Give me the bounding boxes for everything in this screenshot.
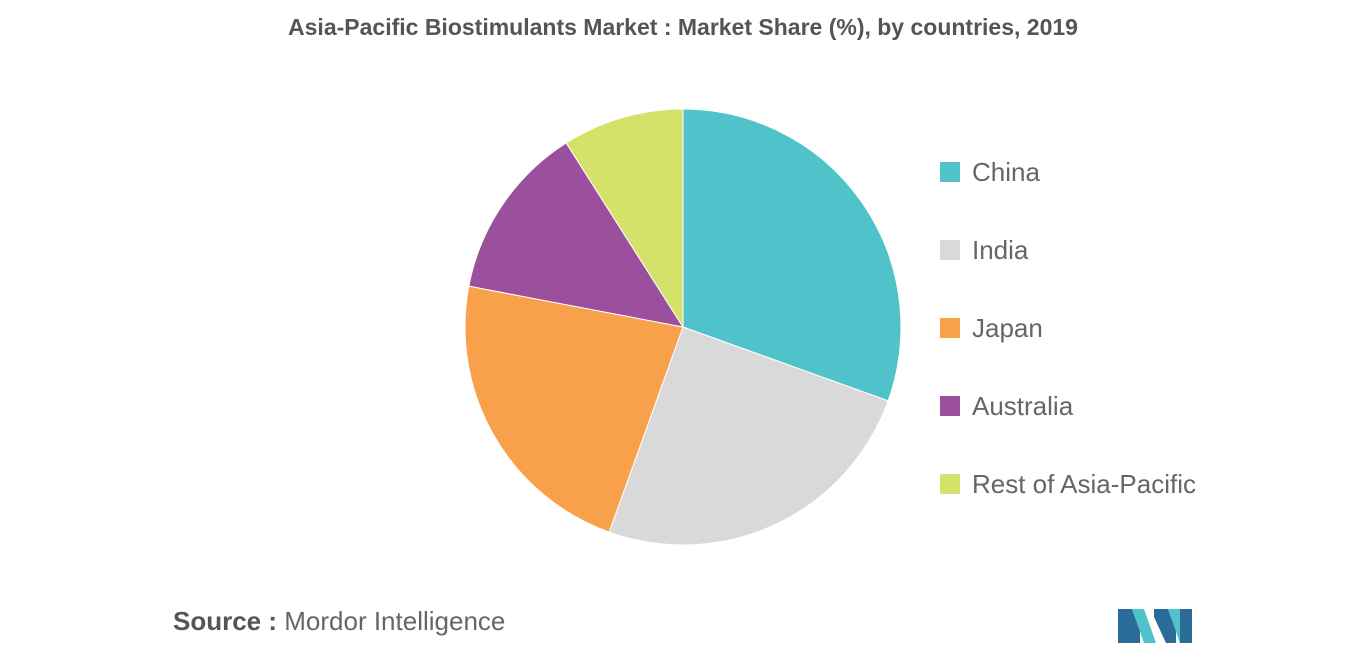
legend-swatch-china	[940, 162, 960, 182]
pie-slice-china	[682, 108, 902, 402]
pie-slice-rest-of-asia-pacific	[565, 108, 684, 329]
source-note: Source : Mordor Intelligence	[173, 606, 505, 637]
pie-slice-india	[608, 326, 889, 546]
legend-label-rest-of-asia-pacific: Rest of Asia-Pacific	[972, 468, 1196, 499]
legend-item-japan: Japan	[940, 310, 1196, 346]
legend-label-china: China	[972, 156, 1040, 187]
source-label: Source :	[173, 606, 278, 636]
legend-swatch-india	[940, 240, 960, 260]
mordor-intelligence-logo-icon	[1118, 609, 1192, 643]
legend-label-india: India	[972, 234, 1029, 265]
legend-label-japan: Japan	[972, 312, 1043, 343]
legend-item-india: India	[940, 232, 1196, 268]
legend-label-australia: Australia	[972, 390, 1074, 421]
legend-swatch-australia	[940, 396, 960, 416]
source-text: Mordor Intelligence	[277, 606, 506, 636]
legend-item-china: China	[940, 154, 1196, 190]
pie-slice-japan	[464, 285, 684, 533]
chart-title: Asia-Pacific Biostimulants Market : Mark…	[288, 14, 1078, 40]
chart-legend: China India Japan Australia Rest of Asia-Pac…	[940, 154, 1196, 544]
legend-item-rest-of-asia-pacific: Rest of Asia-Pacific	[940, 466, 1196, 502]
pie-slice-australia	[468, 142, 685, 328]
legend-item-australia: Australia	[940, 388, 1196, 424]
legend-swatch-rest-of-asia-pacific	[940, 474, 960, 494]
legend-swatch-japan	[940, 318, 960, 338]
